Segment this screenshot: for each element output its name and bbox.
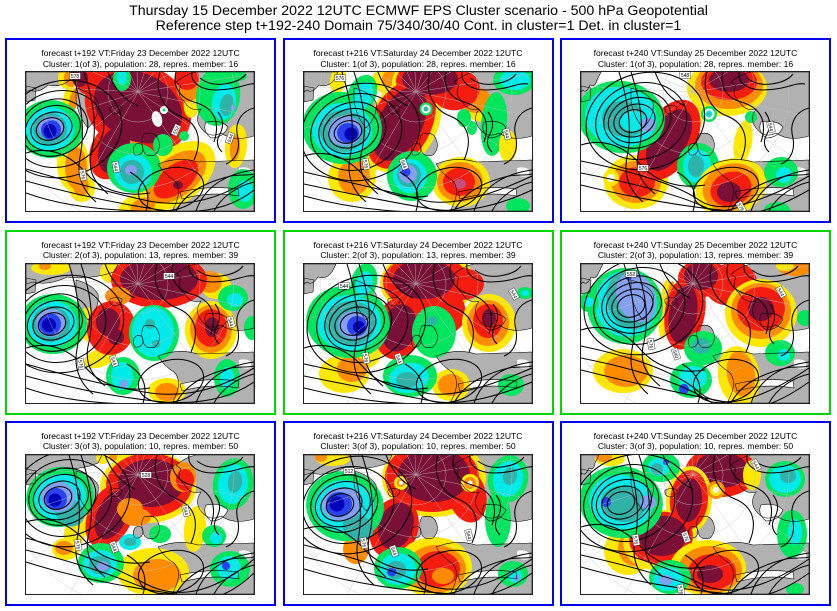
svg-text:544: 544 <box>464 530 472 540</box>
svg-text:512: 512 <box>345 469 354 475</box>
svg-text:576: 576 <box>359 538 366 547</box>
svg-text:544: 544 <box>227 133 236 143</box>
svg-text:544: 544 <box>112 163 119 172</box>
svg-text:544: 544 <box>181 506 189 516</box>
svg-text:576: 576 <box>361 353 368 362</box>
svg-text:544: 544 <box>394 354 403 364</box>
svg-text:576: 576 <box>647 339 654 348</box>
svg-text:576: 576 <box>77 359 84 368</box>
svg-text:544: 544 <box>226 317 234 327</box>
svg-text:548: 548 <box>681 73 690 79</box>
svg-text:540: 540 <box>671 349 680 359</box>
svg-text:576: 576 <box>677 585 684 593</box>
svg-text:576: 576 <box>336 76 345 82</box>
svg-text:544: 544 <box>766 123 774 133</box>
svg-text:576: 576 <box>74 540 81 549</box>
svg-text:576: 576 <box>736 203 745 212</box>
svg-text:544: 544 <box>340 284 349 290</box>
svg-text:544: 544 <box>751 460 760 470</box>
svg-text:578: 578 <box>71 74 80 80</box>
svg-text:552: 552 <box>627 272 636 278</box>
svg-text:576: 576 <box>361 160 368 169</box>
svg-text:576: 576 <box>681 532 690 542</box>
svg-text:544: 544 <box>502 130 510 140</box>
svg-text:576: 576 <box>639 166 648 172</box>
svg-text:544: 544 <box>165 274 174 280</box>
svg-text:544: 544 <box>109 542 118 552</box>
svg-text:576: 576 <box>79 171 86 180</box>
svg-text:576: 576 <box>632 535 639 544</box>
svg-text:544: 544 <box>109 356 118 366</box>
svg-text:544: 544 <box>399 160 408 170</box>
svg-text:552: 552 <box>173 125 182 135</box>
svg-text:528: 528 <box>142 473 151 479</box>
svg-text:544: 544 <box>776 287 785 297</box>
svg-text:544: 544 <box>508 289 517 299</box>
svg-text:544: 544 <box>389 546 398 556</box>
